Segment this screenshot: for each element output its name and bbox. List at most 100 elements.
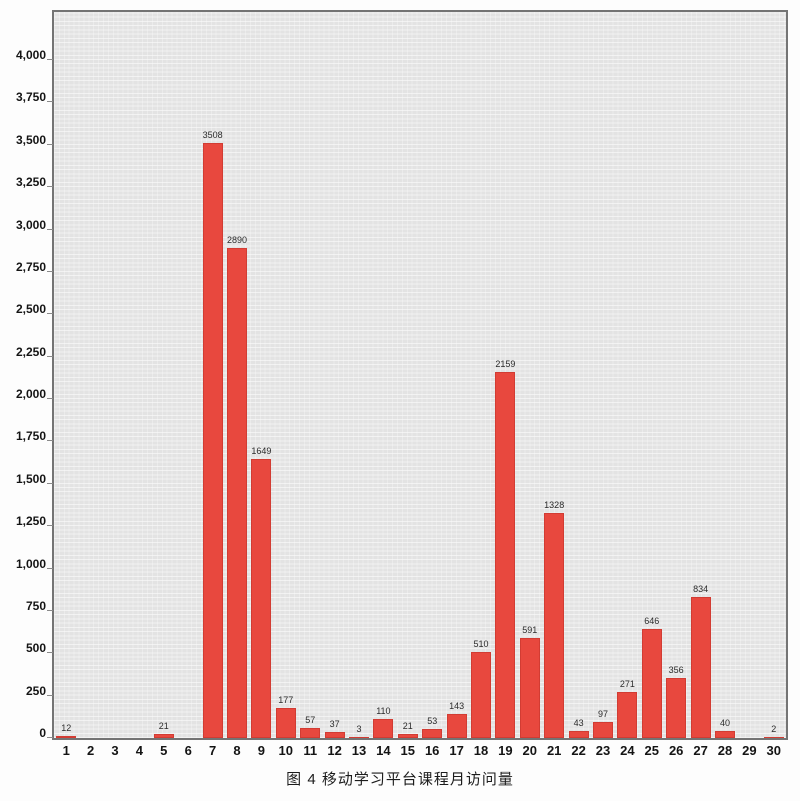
y-tick-label: 250 (25, 683, 46, 698)
x-tick-label-15: 15 (400, 743, 416, 758)
bar-value-label-1: 12 (61, 722, 72, 733)
y-tick-mark (47, 355, 53, 357)
y-tick-mark (47, 101, 53, 103)
bar-value-label-19: 2159 (495, 359, 516, 370)
x-tick-label-13: 13 (351, 743, 367, 758)
bar-15 (397, 734, 418, 738)
bar-25 (641, 628, 662, 738)
bar-value-label-7: 3508 (202, 130, 223, 141)
x-tick-label-17: 17 (449, 743, 464, 758)
y-tick-label: 500 (25, 641, 46, 656)
bar-10 (275, 708, 296, 738)
y-tick-mark (47, 609, 53, 611)
y-tick-label: 2,250 (15, 344, 46, 359)
y-tick-mark (47, 270, 53, 272)
bar-19 (495, 372, 516, 738)
y-tick-label: 4,000 (15, 48, 46, 62)
bar-13 (349, 737, 369, 738)
bar-value-label-15: 21 (402, 721, 413, 732)
x-tick-label-20: 20 (522, 743, 538, 758)
bar-20 (519, 637, 540, 738)
bar-1 (56, 735, 77, 738)
bar-28 (715, 731, 735, 738)
x-tick-label-9: 9 (257, 743, 265, 758)
bar-value-label-11: 57 (305, 715, 316, 726)
bar-value-label-10: 177 (278, 695, 294, 705)
y-tick-label: 2,500 (15, 302, 46, 317)
bar-27 (690, 596, 711, 738)
bar-value-label-27: 834 (693, 583, 709, 594)
bar-value-label-26: 356 (668, 664, 684, 675)
bar-21 (544, 512, 565, 738)
bar-24 (617, 692, 638, 738)
x-tick-label-10: 10 (278, 743, 294, 758)
y-tick-label: 1,000 (15, 556, 46, 571)
x-tick-label-18: 18 (473, 743, 489, 758)
x-tick-label-27: 27 (693, 743, 708, 758)
x-tick-label-12: 12 (327, 743, 342, 758)
bar-12 (324, 731, 345, 738)
bar-value-label-28: 40 (719, 718, 730, 729)
x-tick-label-25: 25 (644, 743, 660, 758)
y-tick-mark (47, 482, 53, 484)
y-tick-label: 0 (39, 726, 46, 740)
x-tick-label-22: 22 (571, 743, 586, 758)
y-tick-label: 750 (25, 598, 46, 613)
x-tick-label-29: 29 (742, 743, 757, 758)
bar-26 (666, 677, 687, 738)
bar-7 (202, 143, 223, 738)
bar-18 (471, 651, 491, 738)
plot-area: 12 21 3508 2890 1649 177 57 37 3 110 21 53 143 510 215… (52, 10, 788, 740)
y-tick-label: 3,250 (15, 175, 46, 190)
y-tick-label: 1,250 (15, 514, 46, 529)
bar-value-label-16: 53 (427, 716, 438, 727)
bar-5 (153, 734, 174, 738)
x-tick-label-4: 4 (135, 743, 143, 758)
x-tick-label-19: 19 (498, 743, 513, 758)
y-tick-mark (47, 398, 53, 399)
x-tick-label-5: 5 (160, 743, 168, 758)
y-tick-mark (47, 228, 53, 230)
bar-value-label-24: 271 (619, 679, 635, 690)
x-tick-label-16: 16 (424, 743, 440, 758)
y-tick-mark (47, 59, 53, 60)
y-tick-label: 1,750 (15, 429, 46, 444)
bar-value-label-12: 37 (329, 718, 340, 729)
bar-11 (300, 728, 321, 738)
bar-value-label-9: 1649 (251, 445, 272, 456)
bar-22 (568, 730, 589, 738)
bar-14 (373, 719, 394, 738)
bar-value-label-8: 2890 (226, 235, 247, 246)
y-tick-mark (47, 313, 53, 315)
bar-value-label-14: 110 (376, 706, 391, 717)
x-tick-label-11: 11 (303, 743, 318, 758)
y-tick-label: 3,000 (15, 217, 46, 232)
x-tick-label-6: 6 (184, 743, 192, 758)
x-tick-label-7: 7 (208, 743, 217, 758)
x-tick-label-14: 14 (376, 743, 391, 758)
y-tick-label: 2,750 (15, 259, 46, 274)
x-tick-label-2: 2 (86, 743, 95, 758)
y-tick-label: 1,500 (15, 471, 46, 486)
y-tick-label: 2,000 (15, 387, 46, 401)
y-tick-mark (47, 567, 53, 569)
x-tick-label-21: 21 (546, 743, 562, 758)
y-tick-label: 3,500 (15, 132, 46, 147)
bar-value-label-30: 2 (771, 724, 777, 734)
x-tick-label-24: 24 (620, 743, 635, 758)
bar-23 (593, 721, 613, 738)
x-tick-label-23: 23 (595, 743, 611, 758)
y-tick-mark (47, 694, 53, 696)
bar-value-label-25: 646 (644, 615, 660, 626)
bar-16 (422, 729, 443, 738)
y-tick-mark (47, 186, 53, 188)
y-tick-mark (47, 525, 53, 527)
y-tick-mark (47, 143, 53, 145)
bar-17 (446, 713, 467, 738)
bar-value-label-21: 1328 (544, 499, 565, 510)
bar-9 (251, 458, 272, 738)
x-tick-label-30: 30 (766, 743, 782, 758)
bar-8 (227, 248, 247, 738)
figure-caption: 图 4 移动学习平台课程月访问量 (286, 771, 514, 788)
x-tick-label-26: 26 (668, 743, 684, 758)
